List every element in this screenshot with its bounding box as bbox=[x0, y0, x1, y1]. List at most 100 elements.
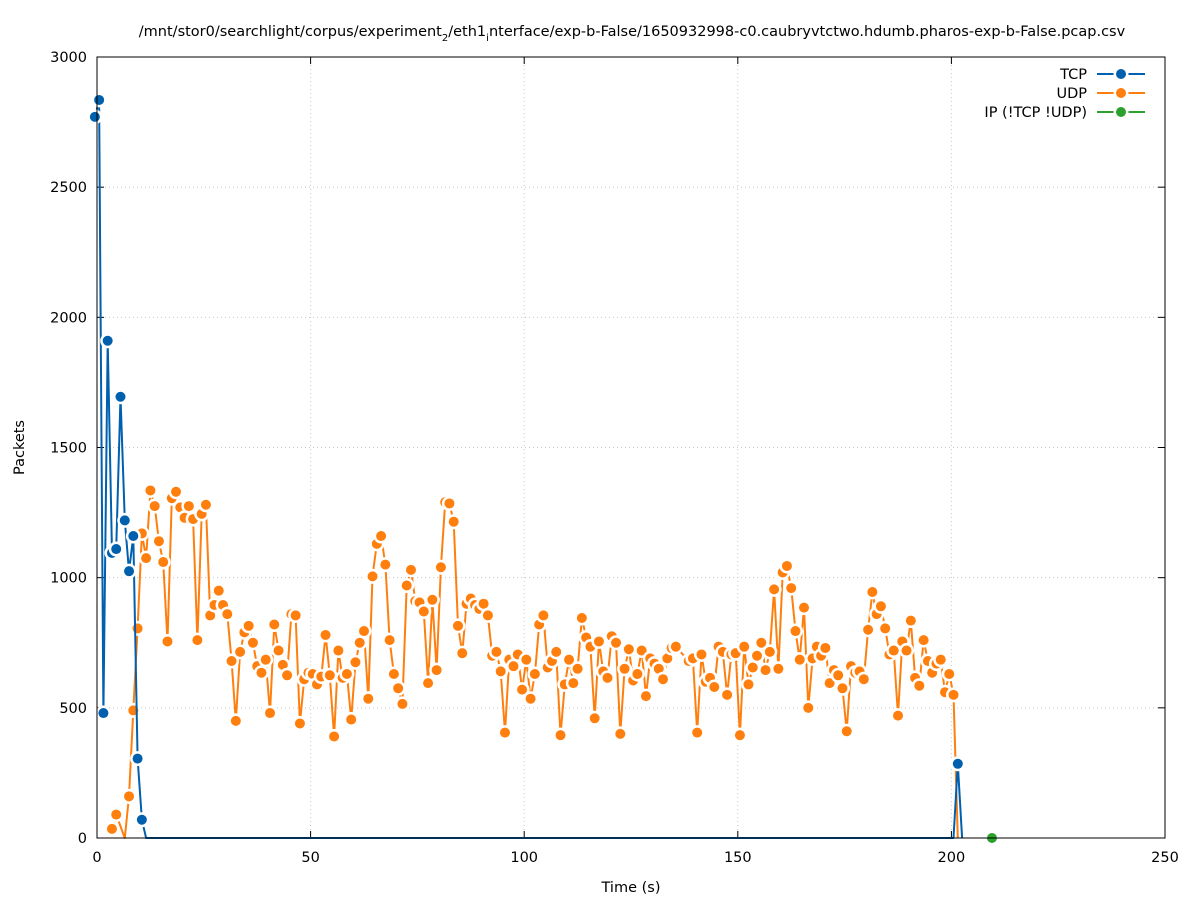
data-point bbox=[722, 689, 733, 700]
data-point bbox=[294, 718, 305, 729]
data-point bbox=[423, 678, 434, 689]
data-point bbox=[867, 586, 878, 597]
data-point bbox=[452, 620, 463, 631]
plot-frame bbox=[96, 56, 1166, 839]
data-point bbox=[948, 689, 959, 700]
data-point bbox=[794, 654, 805, 665]
data-point bbox=[833, 670, 844, 681]
data-point bbox=[329, 731, 340, 742]
data-point bbox=[491, 646, 502, 657]
data-point bbox=[944, 668, 955, 679]
data-point bbox=[662, 653, 673, 664]
data-point bbox=[615, 728, 626, 739]
x-tick-label: 0 bbox=[92, 850, 101, 866]
data-point bbox=[653, 663, 664, 674]
data-point bbox=[290, 610, 301, 621]
data-point bbox=[538, 610, 549, 621]
data-point bbox=[376, 531, 387, 542]
data-point bbox=[119, 515, 130, 526]
data-point bbox=[841, 726, 852, 737]
data-point bbox=[98, 708, 109, 719]
data-point bbox=[837, 683, 848, 694]
data-point bbox=[277, 659, 288, 670]
series-line bbox=[93, 99, 964, 839]
data-point bbox=[457, 648, 468, 659]
data-point bbox=[508, 661, 519, 672]
data-point bbox=[111, 809, 122, 820]
x-axis-label: Time (s) bbox=[601, 880, 661, 896]
data-point bbox=[141, 553, 152, 564]
data-point bbox=[589, 713, 600, 724]
data-point bbox=[901, 645, 912, 656]
data-point bbox=[124, 791, 135, 802]
data-point bbox=[572, 663, 583, 674]
data-point bbox=[743, 679, 754, 690]
data-point bbox=[696, 649, 707, 660]
y-tick-label: 0 bbox=[78, 831, 87, 847]
data-point bbox=[935, 654, 946, 665]
data-point bbox=[384, 635, 395, 646]
data-point bbox=[739, 641, 750, 652]
data-point bbox=[273, 645, 284, 656]
data-point bbox=[230, 715, 241, 726]
data-point bbox=[640, 691, 651, 702]
data-point bbox=[781, 560, 792, 571]
data-point bbox=[914, 680, 925, 691]
data-point bbox=[764, 646, 775, 657]
data-point bbox=[111, 544, 122, 555]
legend-marker bbox=[1116, 107, 1126, 117]
data-point bbox=[363, 693, 374, 704]
data-point bbox=[269, 619, 280, 630]
data-point bbox=[243, 620, 254, 631]
data-point bbox=[132, 753, 143, 764]
data-point bbox=[602, 672, 613, 683]
y-tick-label: 2500 bbox=[50, 180, 87, 196]
data-point bbox=[875, 601, 886, 612]
data-point bbox=[478, 598, 489, 609]
y-tick-label: 500 bbox=[59, 701, 87, 717]
data-point bbox=[747, 662, 758, 673]
data-point bbox=[380, 559, 391, 570]
series-1 bbox=[104, 482, 962, 839]
data-point bbox=[555, 730, 566, 741]
data-point bbox=[247, 637, 258, 648]
data-point bbox=[388, 668, 399, 679]
data-point bbox=[824, 678, 835, 689]
data-point bbox=[576, 613, 587, 624]
data-point bbox=[858, 674, 869, 685]
data-point bbox=[564, 654, 575, 665]
data-point bbox=[359, 626, 369, 637]
data-point bbox=[324, 670, 335, 681]
series-layer bbox=[87, 92, 1000, 846]
data-point bbox=[752, 650, 763, 661]
data-point bbox=[636, 645, 647, 656]
data-point bbox=[115, 391, 126, 402]
data-point bbox=[256, 667, 267, 678]
data-point bbox=[102, 335, 113, 346]
data-point bbox=[367, 571, 378, 582]
data-point bbox=[863, 624, 874, 635]
data-point bbox=[952, 758, 963, 769]
data-point bbox=[499, 727, 510, 738]
data-point bbox=[893, 710, 903, 721]
data-point bbox=[153, 536, 164, 547]
data-point bbox=[222, 609, 233, 620]
data-point bbox=[427, 594, 438, 605]
data-point bbox=[205, 610, 216, 621]
data-point bbox=[333, 645, 344, 656]
data-point bbox=[213, 585, 224, 596]
data-point bbox=[158, 557, 169, 568]
data-point bbox=[448, 516, 459, 527]
data-point bbox=[149, 501, 160, 512]
data-point bbox=[106, 823, 117, 834]
data-point bbox=[124, 566, 135, 577]
data-point bbox=[551, 646, 562, 657]
data-point bbox=[393, 683, 404, 694]
data-point bbox=[760, 665, 771, 676]
data-point bbox=[145, 485, 156, 496]
grid bbox=[97, 57, 1165, 838]
data-point bbox=[235, 646, 246, 657]
data-point bbox=[482, 610, 493, 621]
data-point bbox=[183, 501, 194, 512]
